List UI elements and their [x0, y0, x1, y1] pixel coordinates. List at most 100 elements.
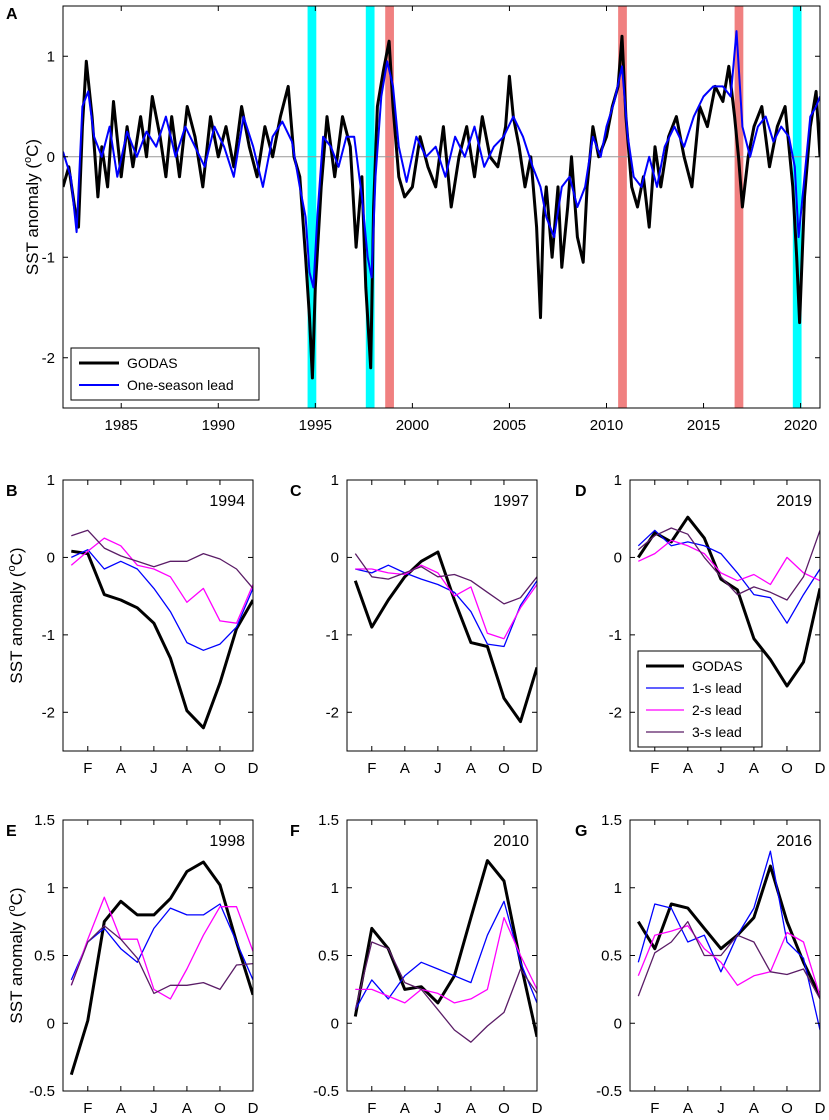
axes-box [346, 479, 538, 752]
x-tick-label: A [116, 760, 126, 777]
x-tick-label: O [214, 760, 226, 777]
series-line-2-s-lead [355, 916, 537, 1004]
x-tick-label: F [650, 1100, 659, 1117]
x-tick-label: A [466, 1100, 476, 1117]
panel-label: A [6, 6, 18, 23]
x-tick-label: F [650, 760, 659, 777]
panel-B: -2 -1 0 1 F A J A O D B 1994 [6, 472, 259, 777]
y-tick-label: 0 [331, 549, 339, 566]
series-line-1-s-lead [355, 564, 537, 648]
y-tick-label: 1 [331, 472, 339, 489]
legend-entry: 3-s lead [692, 724, 742, 740]
x-tick-label: 2000 [396, 417, 429, 434]
x-tick-label: 1985 [105, 417, 138, 434]
series-line-2-s-lead [70, 537, 253, 624]
series-line-3-s-lead [354, 553, 537, 605]
panel-E: -0.5 0 0.5 1 1.5 F A J A O D E 1998 [6, 812, 259, 1117]
series-line-3-s-lead [71, 529, 253, 589]
cold-event-band [365, 6, 375, 408]
y-tick-label: -0.5 [29, 1083, 55, 1100]
axes-box [62, 479, 254, 752]
x-tick-label: O [498, 1100, 510, 1117]
x-tick-label: 2005 [493, 417, 526, 434]
panel-F: -0.5 0 0.5 1 1.5 F A J A O D F 2010 [290, 812, 543, 1117]
x-tick-label: 2020 [784, 417, 817, 434]
y-tick-label: 0.5 [318, 948, 339, 965]
x-tick-label: D [248, 1100, 259, 1117]
x-tick-label: 2010 [590, 417, 623, 434]
panel-label: B [6, 483, 18, 500]
year-label: 2019 [776, 493, 812, 510]
y-tick-label: -0.5 [596, 1083, 622, 1100]
x-tick-label: A [116, 1100, 126, 1117]
x-tick-label: A [749, 760, 759, 777]
legend-entry: One-season lead [127, 377, 234, 393]
x-tick-label: J [150, 760, 158, 777]
series-line-godas [71, 549, 253, 730]
x-tick-label: D [815, 1100, 826, 1117]
x-tick-label: O [781, 1100, 793, 1117]
y-tick-label: -2 [326, 704, 339, 721]
series-line-godas [637, 515, 820, 688]
x-tick-label: A [466, 760, 476, 777]
series-line-3-s-lead [354, 941, 537, 1043]
series-line-godas [353, 550, 537, 724]
x-tick-label: J [434, 1100, 442, 1117]
legend-entry: GODAS [127, 355, 178, 371]
y-tick-label: -1 [42, 627, 55, 644]
series-line-1-s-lead [71, 549, 253, 651]
series-line-2-s-lead [638, 539, 820, 586]
cold-event-band [307, 6, 317, 408]
axes-box [62, 819, 254, 1092]
x-tick-label: D [248, 760, 259, 777]
x-tick-label: J [717, 1100, 725, 1117]
y-tick-label: 0.5 [601, 948, 622, 965]
y-tick-label: 1.5 [318, 812, 339, 829]
warm-event-band [734, 6, 744, 408]
y-tick-label: 0 [47, 1015, 55, 1032]
year-label: 2016 [776, 833, 812, 850]
x-tick-label: A [683, 760, 693, 777]
series-line-1-s-lead [354, 900, 537, 1011]
axes-box [629, 479, 821, 752]
panel-A: -2 -1 0 1 1985 1990 1995 2000 2005 2010 2015 2020 A [6, 5, 821, 434]
series-line-godas [69, 860, 253, 1076]
series-line-2-s-lead [355, 564, 537, 640]
series-line-1-s-lead [637, 850, 820, 1031]
y-axis-label: SST anomaly (oC) [6, 547, 26, 683]
x-tick-label: A [400, 1100, 410, 1117]
y-tick-label: -2 [42, 704, 55, 721]
series-line-3-s-lead [70, 925, 253, 995]
y-tick-label: -0.5 [313, 1083, 339, 1100]
x-tick-label: A [182, 1100, 192, 1117]
x-tick-label: J [150, 1100, 158, 1117]
x-tick-label: O [214, 1100, 226, 1117]
legend-entry: 1-s lead [692, 680, 742, 696]
series-line-3-s-lead [637, 920, 820, 1000]
x-tick-label: F [367, 760, 376, 777]
axes-box [346, 819, 538, 1092]
warm-event-band [618, 6, 627, 408]
x-tick-label: A [400, 760, 410, 777]
series-line-godas [63, 34, 820, 380]
year-label: 2010 [493, 833, 529, 850]
panel-D: -2 -1 0 1 F A J A O D D 2019 [575, 472, 826, 777]
y-tick-label: 1 [331, 880, 339, 897]
panel-label: D [575, 483, 587, 500]
x-tick-label: O [781, 760, 793, 777]
year-label: 1994 [209, 493, 245, 510]
panel-label: F [290, 823, 300, 840]
axes-box [629, 819, 821, 1092]
series-line-2-s-lead [637, 925, 820, 997]
legend-box [70, 347, 260, 401]
y-tick-label: 0 [614, 549, 622, 566]
y-tick-label: -1 [326, 627, 339, 644]
series-line-3-s-lead [637, 527, 820, 601]
series-line-godas [353, 859, 537, 1038]
year-label: 1998 [209, 833, 245, 850]
legend-entry: 2-s lead [692, 702, 742, 718]
y-tick-label: 1 [614, 880, 622, 897]
year-label: 1997 [493, 493, 529, 510]
y-axis-label: SST anomaly (oC) [6, 887, 26, 1023]
